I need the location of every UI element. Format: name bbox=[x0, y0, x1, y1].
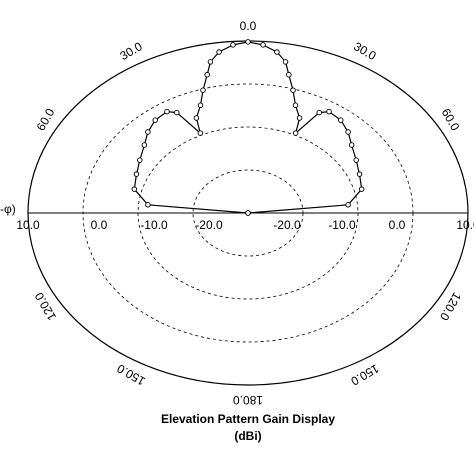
pattern-point bbox=[274, 49, 280, 55]
theta-tick-label: 30.0 bbox=[351, 39, 379, 63]
pattern-point bbox=[286, 71, 292, 78]
pattern-point bbox=[174, 109, 180, 116]
r-tick-label: 0.0 bbox=[91, 218, 108, 232]
pattern-point bbox=[260, 42, 266, 48]
pattern-point bbox=[230, 42, 236, 48]
pattern-point bbox=[345, 129, 351, 135]
pattern-line bbox=[133, 41, 363, 214]
theta-tick-label: 60.0 bbox=[439, 106, 463, 134]
pattern-point bbox=[245, 210, 251, 216]
theta-tick-label: 150.0 bbox=[348, 361, 381, 388]
theta-tick-label: 60.0 bbox=[34, 106, 58, 134]
r-tick-label: -20.0 bbox=[195, 218, 223, 232]
pattern-point bbox=[207, 59, 214, 65]
pattern-point bbox=[282, 59, 289, 65]
pattern-point bbox=[137, 157, 143, 163]
r-tick-label: 10.0 bbox=[16, 218, 40, 232]
pattern-point bbox=[356, 171, 363, 177]
pattern-point bbox=[326, 108, 332, 115]
pattern-point bbox=[348, 142, 355, 148]
pattern-point bbox=[338, 117, 344, 123]
pattern-point bbox=[164, 108, 170, 115]
theta-tick-label: 150.0 bbox=[114, 361, 147, 388]
grid-ring bbox=[137, 126, 359, 300]
pattern-point bbox=[316, 109, 322, 116]
pattern-point bbox=[353, 157, 359, 163]
pattern-point bbox=[197, 130, 204, 136]
pattern-point bbox=[141, 142, 148, 148]
r-tick-label: -10.0 bbox=[328, 218, 356, 232]
r-tick-label: 10.0 bbox=[456, 218, 474, 232]
pattern-point bbox=[345, 202, 351, 208]
pattern-point bbox=[131, 186, 138, 192]
pattern-point bbox=[197, 102, 204, 109]
theta-tick-label: 30.0 bbox=[117, 39, 145, 63]
pattern-point bbox=[145, 129, 151, 135]
pattern-point bbox=[145, 202, 151, 208]
pattern-point bbox=[200, 87, 206, 93]
theta-tick-label: 0.0 bbox=[240, 19, 257, 33]
r-tick-label: 0.0 bbox=[389, 218, 406, 232]
pattern-point bbox=[292, 102, 299, 109]
pattern-point bbox=[152, 117, 158, 123]
grid-ring bbox=[192, 169, 304, 257]
r-tick-label: -20.0 bbox=[273, 218, 301, 232]
pattern-point bbox=[292, 130, 299, 136]
pattern-point bbox=[193, 115, 200, 121]
chart-title: Elevation Pattern Gain Display bbox=[161, 412, 335, 426]
pattern-point bbox=[216, 49, 222, 55]
theta-tick-label: 180.0 bbox=[233, 393, 263, 407]
pattern-point bbox=[245, 39, 251, 45]
pattern-point bbox=[296, 115, 303, 121]
angle-axis-label: -φ) bbox=[0, 202, 16, 216]
chart-subtitle: (dBi) bbox=[234, 429, 261, 443]
r-tick-label: -10.0 bbox=[140, 218, 168, 232]
pattern-point bbox=[204, 71, 210, 78]
grid-ring bbox=[82, 83, 414, 343]
pattern-point bbox=[133, 171, 140, 177]
pattern-point bbox=[358, 186, 365, 192]
pattern-point bbox=[290, 87, 296, 93]
